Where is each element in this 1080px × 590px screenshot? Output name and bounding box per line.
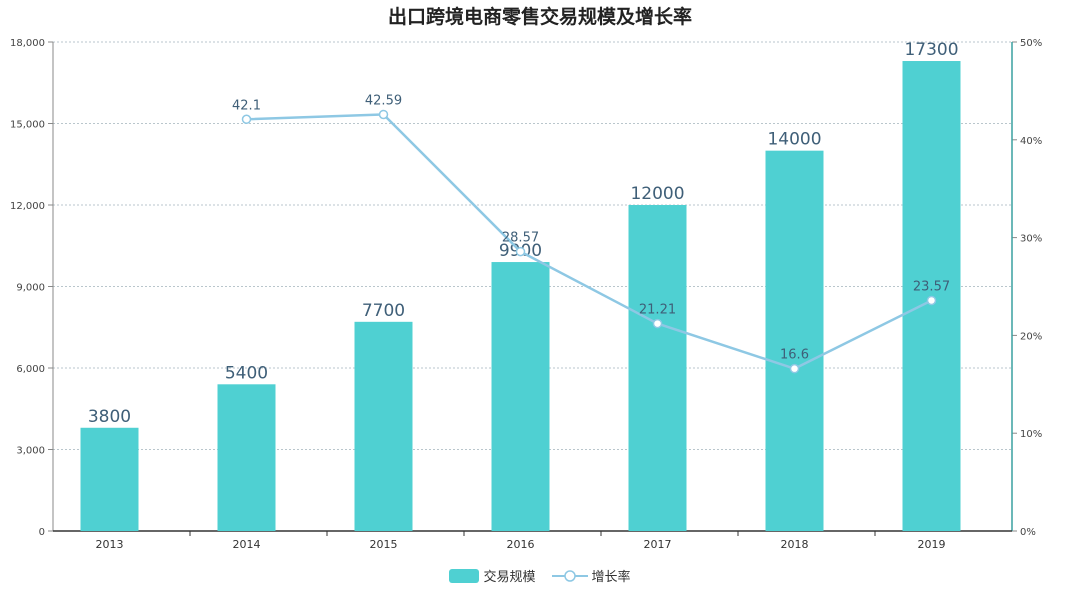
growth-point [515,246,526,257]
legend-label-line: 增长率 [591,570,631,585]
bar-data-label: 14000 [767,130,821,150]
y-right-tick-label: 30% [1020,234,1042,245]
bar [217,384,276,531]
y-right-tick-label: 0% [1020,527,1036,538]
bar-data-label: 5400 [225,363,268,383]
growth-data-label: 21.21 [639,303,676,318]
x-tick-label: 2018 [781,538,809,551]
legend-item-bar[interactable]: 交易规模 [449,566,536,585]
growth-data-label: 42.59 [365,93,402,108]
bar-data-label: 7700 [362,301,405,321]
bar-data-label: 17300 [904,40,958,60]
x-tick-label: 2015 [370,538,398,551]
y-left-tick-label: 15,000 [10,120,45,131]
x-tick-label: 2014 [233,538,261,551]
growth-data-label: 28.57 [502,231,539,246]
growth-line [246,113,933,370]
y-left-tick-label: 9,000 [16,283,45,294]
y-right-tick-label: 20% [1020,331,1042,342]
y-right-tick-label: 50% [1020,38,1042,49]
bar [491,262,550,531]
growth-point [652,318,663,329]
bar-data-label: 12000 [630,184,684,204]
bar [80,427,139,531]
legend-swatch-bar [449,568,480,583]
legend-label-bar: 交易规模 [483,570,536,585]
growth-point [926,295,937,306]
y-right-tick-label: 10% [1020,429,1042,440]
growth-data-label: 42.1 [232,98,261,113]
legend-item-line[interactable]: 增长率 [551,566,631,585]
legend-swatch-line [551,569,588,582]
growth-point [378,109,389,120]
legend: 交易规模 增长率 [0,566,1080,585]
x-tick-label: 2013 [96,538,124,551]
x-tick-label: 2016 [507,538,535,551]
bar [354,321,413,531]
chart-title: 出口跨境电商零售交易规模及增长率 [387,6,692,28]
y-right-tick-label: 40% [1020,136,1042,147]
x-tick-label: 2019 [918,538,946,551]
y-left-tick-label: 6,000 [16,364,45,375]
growth-point [789,363,800,374]
y-left-tick-label: 18,000 [10,38,45,49]
growth-data-label: 23.57 [913,279,950,294]
x-tick-label: 2017 [644,538,672,551]
bar [765,150,824,531]
bar-data-label: 3800 [88,407,131,427]
growth-point [241,114,252,125]
bar [628,205,687,531]
y-left-tick-label: 3,000 [16,446,45,457]
y-left-tick-label: 0 [39,527,45,538]
y-left-tick-label: 12,000 [10,201,45,212]
growth-data-label: 16.6 [780,348,809,363]
